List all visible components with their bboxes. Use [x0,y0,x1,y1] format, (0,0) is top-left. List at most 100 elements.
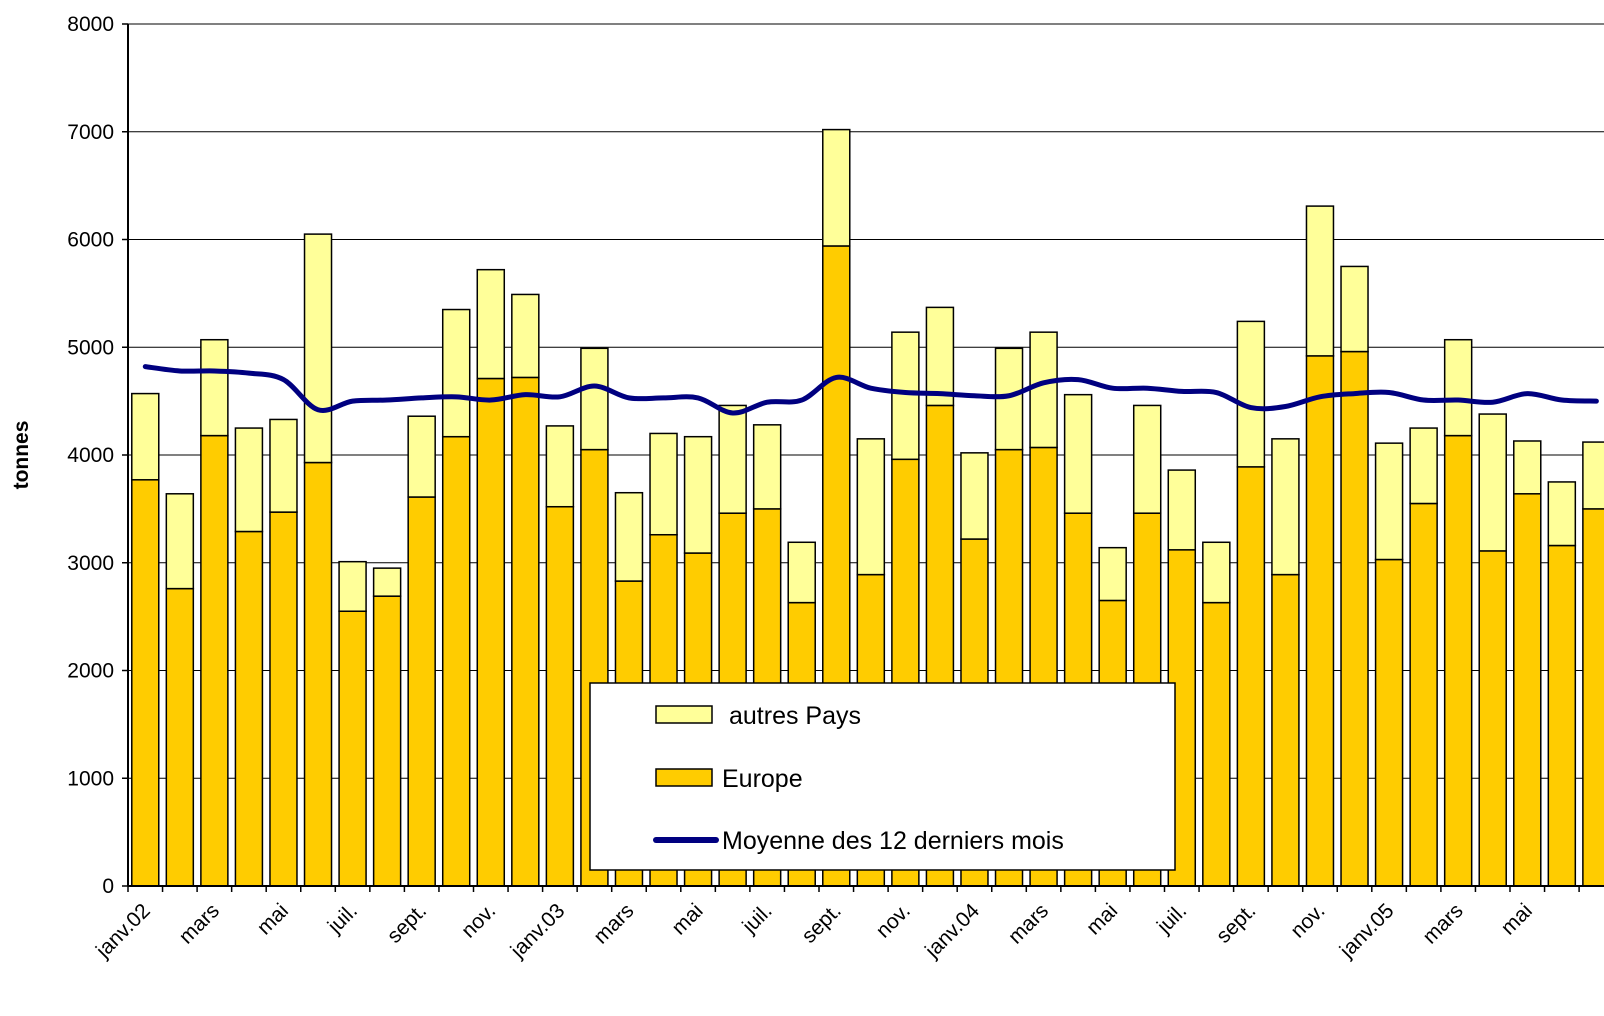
y-tick-label: 8000 [67,13,114,36]
x-tick-label: mars [1004,899,1053,948]
x-tick-label: janv.04 [920,899,984,963]
bar-autres-pays [441,308,471,438]
bar-autres-pays [891,331,920,461]
bar-autres-pays [752,424,782,510]
bar-autres-pays [1305,205,1335,357]
legend-swatch-europe [655,768,713,787]
bar-autres-pays [131,392,160,481]
bar-autres-pays [614,491,644,582]
bar-autres-pays [1443,338,1473,437]
x-tick-label: mars [589,899,638,948]
bar-autres-pays [234,427,264,533]
x-tick-label: juil. [323,899,362,938]
bar-europe [165,587,195,887]
x-tick-label: janv.05 [1335,899,1399,963]
y-tick-label: 1000 [67,767,114,790]
bar-europe [372,595,402,887]
x-tick-label: mai [1082,899,1122,939]
bar-europe [234,530,264,887]
bar-autres-pays [269,418,298,513]
bar-autres-pays [545,425,575,508]
bar-europe [476,377,506,887]
bar-europe [269,511,298,887]
x-tick-label: juil. [737,899,776,938]
bar-europe [1409,502,1438,887]
bar-autres-pays [1271,438,1300,576]
bar-autres-pays [407,415,436,498]
bar-autres-pays [1132,404,1162,514]
bar-autres-pays [925,306,955,407]
bar-autres-pays [1582,441,1604,510]
bar-autres-pays [1167,469,1197,551]
y-tick-label: 7000 [67,121,114,144]
x-tick-label: sept. [383,899,431,947]
x-tick-label: sept. [797,899,845,947]
x-axis: janv.02 mars mai juil. sept. nov. janv.03 mars m… [91,885,1604,963]
bar-autres-pays [338,560,367,612]
bar-autres-pays [511,293,540,379]
bar-autres-pays [1063,393,1093,514]
moving-average-line [142,364,1599,416]
bar-autres-pays [1374,442,1404,561]
bar-autres-pays [649,432,678,536]
bar-autres-pays [200,338,229,437]
line-moyenne-12-mois [142,364,1599,416]
y-axis-label: tonnes [10,421,33,490]
bar-autres-pays [787,541,816,604]
x-tick-label: nov. [457,899,500,942]
bar-autres-pays [1029,331,1058,449]
bar-europe [1547,544,1577,887]
bar-autres-pays [822,128,851,247]
bar-autres-pays [1236,320,1266,468]
y-tick-label: 0 [102,875,114,898]
legend: autres Pays Europe Moyenne des 12 dernie… [589,682,1176,871]
bar-europe [1340,350,1369,887]
x-tick-label: mars [1418,899,1467,948]
bar-europe [1374,558,1404,887]
bar-europe [1271,573,1300,887]
bar-europe [1513,493,1542,887]
x-tick-label: mai [253,899,293,939]
bar-europe [1236,466,1266,887]
bar-europe [1478,550,1507,887]
y-tick-label: 6000 [67,229,114,252]
bar-autres-pays [1478,413,1507,552]
bar-europe [200,434,229,887]
y-tick-label: 3000 [67,552,114,575]
bar-autres-pays [1202,541,1231,604]
x-tick-label: janv.03 [506,899,570,963]
x-tick-label: mai [667,899,707,939]
bar-autres-pays [1098,546,1127,602]
x-tick-label: nov. [872,899,915,942]
bar-europe [1202,601,1231,887]
bar-autres-pays [856,438,886,576]
x-tick-label: sept. [1212,899,1260,947]
bar-autres-pays [1409,427,1438,505]
legend-label-autres-pays: autres Pays [729,702,861,730]
legend-swatch-autres-pays [655,705,713,724]
x-tick-label: mars [175,899,224,948]
y-tick-label: 5000 [67,336,114,359]
bar-autres-pays [580,347,609,451]
bar-europe [1582,508,1604,887]
legend-label-moyenne: Moyenne des 12 derniers mois [722,827,1064,855]
bar-europe [131,479,160,887]
bar-europe [1443,434,1473,887]
bar-europe [1305,355,1335,887]
y-axis: 0 1000 2000 3000 4000 5000 6000 7000 8000 [67,13,129,898]
x-tick-label: juil. [1152,899,1191,938]
bar-europe [511,376,540,887]
x-tick-label: mai [1497,899,1537,939]
bar-autres-pays [718,404,747,514]
x-tick-label: nov. [1286,899,1329,942]
x-tick-label: janv.02 [91,899,155,963]
bar-autres-pays [1340,265,1369,353]
bar-autres-pays [476,268,506,380]
y-tick-label: 2000 [67,660,114,683]
bar-autres-pays [303,233,333,464]
bar-autres-pays [960,452,989,540]
bar-autres-pays [683,435,713,554]
bar-autres-pays [165,493,195,590]
bar-europe [545,505,575,887]
